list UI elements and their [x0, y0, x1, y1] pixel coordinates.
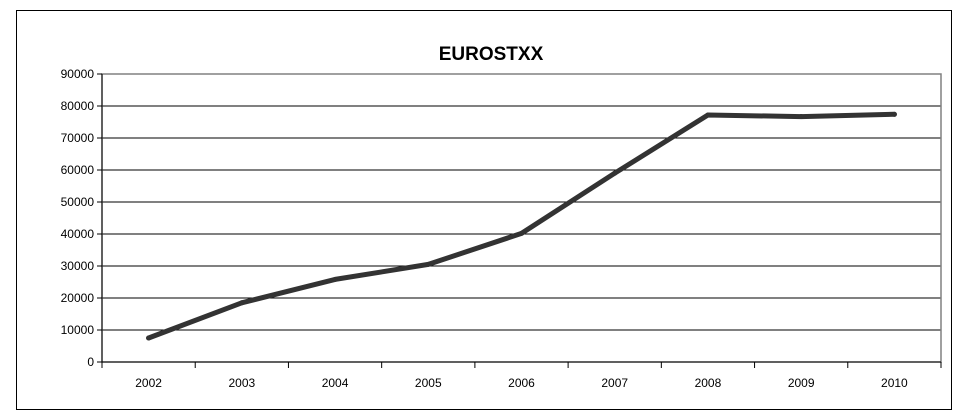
x-tick-label-2007: 2007: [601, 376, 628, 390]
x-tick-label-2005: 2005: [415, 376, 442, 390]
x-tick-label-2008: 2008: [695, 376, 722, 390]
data-point-2004: [332, 276, 338, 282]
x-tick-label-2009: 2009: [788, 376, 815, 390]
y-tick-label-60000: 60000: [61, 163, 95, 177]
data-point-2007: [612, 170, 618, 176]
x-tick-label-2003: 2003: [228, 376, 255, 390]
axes: [97, 73, 942, 368]
y-tick-label-80000: 80000: [61, 99, 95, 113]
y-tick-label-10000: 10000: [61, 323, 95, 337]
series-line-0: [146, 111, 897, 341]
data-point-2002: [146, 335, 152, 341]
data-point-2006: [519, 230, 524, 236]
y-tick-label-0: 0: [87, 355, 94, 369]
y-tick-label-30000: 30000: [61, 259, 95, 273]
data-point-2010: [891, 111, 897, 117]
data-point-2003: [239, 300, 245, 306]
y-tick-label-90000: 90000: [61, 67, 95, 81]
y-tick-label-20000: 20000: [61, 291, 95, 305]
x-tick-label-2002: 2002: [135, 376, 162, 390]
x-tick-label-2010: 2010: [881, 376, 908, 390]
y-tick-label-70000: 70000: [61, 131, 95, 145]
series-lines: [146, 111, 897, 341]
y-tick-label-50000: 50000: [61, 195, 95, 209]
gridlines: [102, 73, 941, 331]
x-tick-label-2006: 2006: [508, 376, 535, 390]
chart-title: EUROSTXX: [439, 44, 544, 65]
x-axis-tick-labels: 2002 2003 2004 2005 2006 2007 2008 2009 2010: [135, 376, 908, 390]
y-tick-label-40000: 40000: [61, 227, 95, 241]
chart-frame: EUROSTXX 0 10000 20000 30000 40000 50000 60000…: [16, 10, 952, 410]
data-point-2005: [425, 261, 431, 267]
x-tick-label-2004: 2004: [322, 376, 349, 390]
y-axis-tick-labels: 0 10000 20000 30000 40000 50000 60000 70000 8000…: [61, 67, 95, 369]
data-point-2009: [798, 114, 804, 120]
data-point-2008: [705, 112, 711, 118]
line-chart: EUROSTXX 0 10000 20000 30000 40000 50000 60000…: [61, 44, 942, 390]
